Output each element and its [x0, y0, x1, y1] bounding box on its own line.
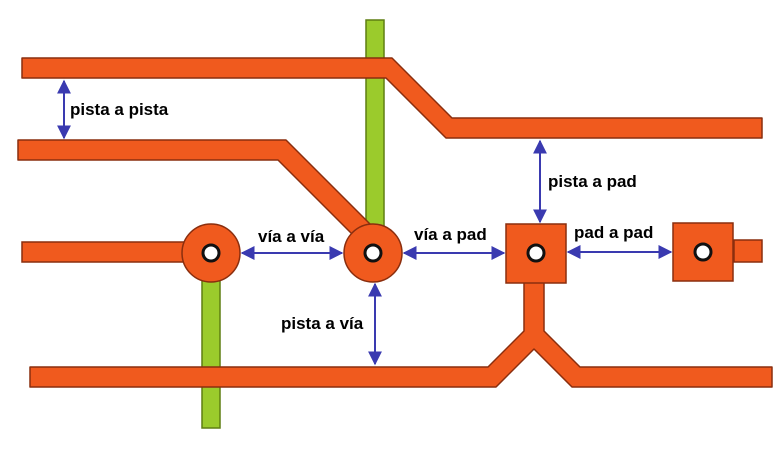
green-trace-left: [201, 267, 221, 429]
trace-bottom: [29, 281, 773, 388]
trace-right-pad-stub: [733, 239, 763, 263]
green-trace-middle: [365, 19, 385, 233]
pad-middle: [505, 223, 567, 284]
label-via-a-pad: vía a pad: [414, 225, 487, 244]
label-via-a-via: vía a vía: [258, 227, 325, 246]
pad-right: [672, 222, 734, 282]
trace-top: [21, 57, 763, 139]
label-pista-a-pad: pista a pad: [548, 172, 637, 191]
via-middle: [343, 223, 403, 283]
trace-left-to-via: [21, 241, 191, 263]
label-pad-a-pad: pad a pad: [574, 223, 654, 242]
label-pista-a-pista: pista a pista: [70, 100, 169, 119]
label-pista-a-via: pista a vía: [281, 314, 364, 333]
via-left: [181, 223, 241, 283]
